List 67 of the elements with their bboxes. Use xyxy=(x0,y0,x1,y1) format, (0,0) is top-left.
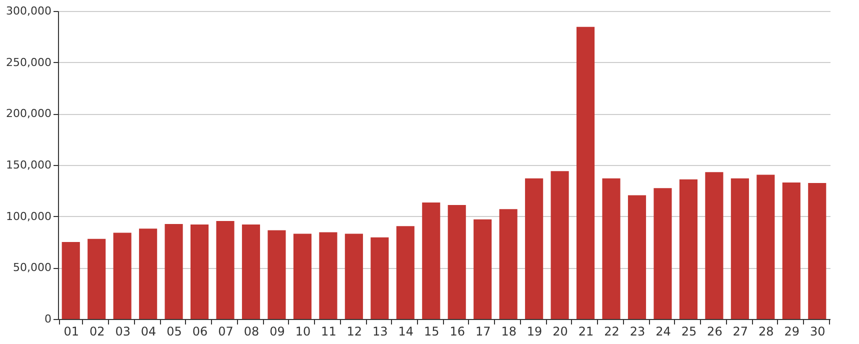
x-tick-label: 07 xyxy=(218,324,234,338)
x-tick-label: 09 xyxy=(270,324,285,338)
bar xyxy=(319,232,338,319)
y-tick-label: 0 xyxy=(44,312,52,326)
bar xyxy=(344,234,363,319)
x-tick-label: 30 xyxy=(810,324,826,338)
y-tick-label: 200,000 xyxy=(6,107,52,120)
x-tick-label: 17 xyxy=(475,324,491,338)
y-tick-label: 50,000 xyxy=(13,261,52,274)
bar xyxy=(164,224,183,319)
x-tick-label: 16 xyxy=(450,324,466,338)
x-tick-label: 21 xyxy=(578,324,594,338)
bar xyxy=(422,202,440,319)
y-tick-label: 100,000 xyxy=(6,210,52,223)
x-tick-label: 08 xyxy=(244,324,260,338)
bar xyxy=(62,242,80,319)
bar xyxy=(88,238,106,319)
bar xyxy=(576,26,595,319)
bar xyxy=(268,230,286,319)
bar xyxy=(679,179,698,319)
x-tick-label: 02 xyxy=(89,324,105,338)
x-tick-label: 12 xyxy=(346,324,362,338)
bar xyxy=(293,234,312,319)
x-tick-label: 10 xyxy=(295,324,311,338)
y-tick-label: 300,000 xyxy=(6,4,52,18)
x-tick-label: 03 xyxy=(115,324,130,338)
x-tick-label: 19 xyxy=(526,324,542,338)
x-tick-label: 28 xyxy=(758,324,774,338)
bar xyxy=(448,205,466,319)
bar xyxy=(474,219,492,319)
bar xyxy=(216,220,234,319)
x-tick-label: 15 xyxy=(424,324,440,338)
bar xyxy=(808,182,826,319)
x-tick-label: 24 xyxy=(656,324,671,338)
x-tick-label: 01 xyxy=(64,324,80,338)
x-tick-label: 18 xyxy=(501,324,516,338)
bar xyxy=(782,182,800,319)
x-tick-label: 20 xyxy=(552,324,568,338)
x-tick-label: 22 xyxy=(604,324,620,338)
bar xyxy=(242,224,260,319)
bar xyxy=(370,237,389,319)
x-tick-label: 04 xyxy=(140,324,156,338)
x-tick-label: 26 xyxy=(707,324,722,338)
x-tick-label: 11 xyxy=(321,324,336,338)
bar xyxy=(705,172,724,319)
bar xyxy=(654,188,672,319)
bar xyxy=(190,224,209,319)
x-tick-label: 27 xyxy=(732,324,748,338)
x-tick-label: 05 xyxy=(166,324,182,338)
x-tick-label: 29 xyxy=(784,324,800,338)
bar xyxy=(139,228,158,319)
bar xyxy=(730,178,749,319)
y-tick-label: 150,000 xyxy=(6,158,52,172)
bar xyxy=(396,226,414,319)
x-tick-label: 25 xyxy=(681,324,697,338)
x-tick-label: 23 xyxy=(630,324,646,338)
bar xyxy=(499,209,518,319)
y-tick-label: 250,000 xyxy=(6,56,52,69)
bar xyxy=(756,174,775,319)
bar xyxy=(602,178,620,319)
bar xyxy=(525,178,544,319)
x-tick-label: 06 xyxy=(192,324,208,338)
bar xyxy=(113,232,132,319)
bar xyxy=(628,195,646,319)
x-tick-label: 14 xyxy=(398,324,414,338)
x-tick-label: 13 xyxy=(372,324,388,338)
bar xyxy=(550,171,569,319)
